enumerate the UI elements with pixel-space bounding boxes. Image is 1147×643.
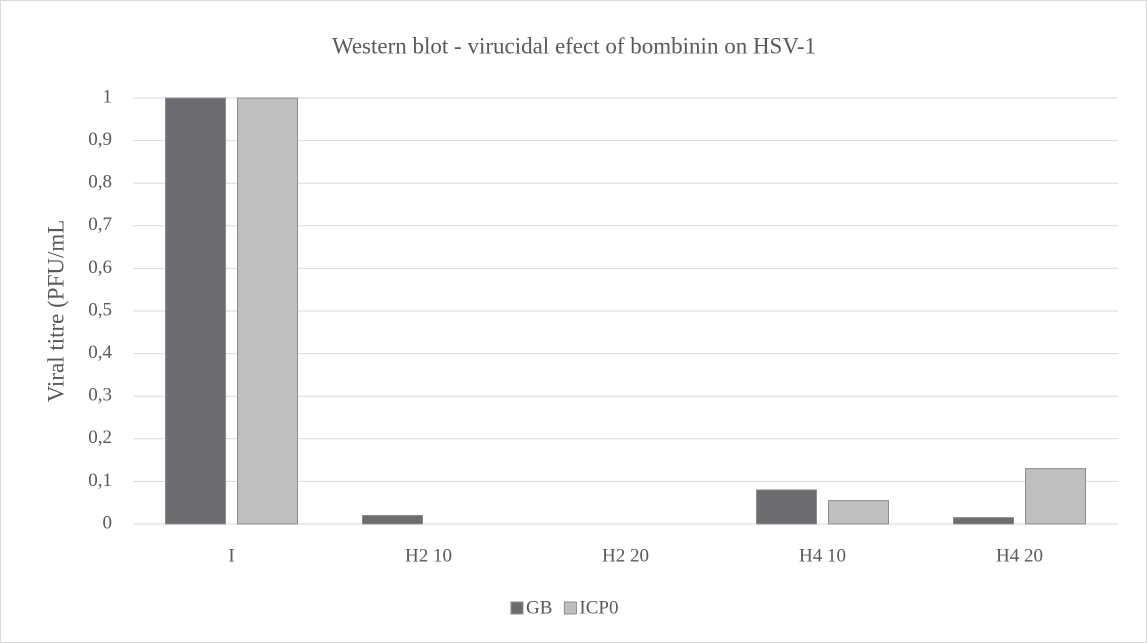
x-tick-label: H4 20 [996,545,1043,566]
x-tick-label: H2 20 [602,545,649,566]
x-tick-label: H4 10 [799,545,846,566]
bar [165,97,226,525]
legend-label: ICP0 [579,597,618,618]
y-tick-label: 0,5 [88,299,112,320]
bar [237,97,298,525]
y-axis-label: Viral titre (PFU/mL [43,220,68,403]
y-tick-label: 0,7 [88,214,112,235]
y-tick-label: 0,1 [88,470,112,491]
y-tick-label: 0 [103,512,113,533]
bar [756,489,817,525]
y-tick-label: 0,9 [88,129,112,150]
chart-title: Western blot - virucidal efect of bombin… [332,33,816,58]
bar [953,517,1014,525]
y-tick-label: 0,3 [88,385,112,406]
y-tick-label: 0,2 [88,427,112,448]
legend-swatch [510,601,524,615]
x-tick-label: I [228,545,234,566]
bar [1025,468,1086,525]
x-tick-label: H2 10 [405,545,452,566]
y-tick-label: 0,4 [88,342,112,363]
y-tick-label: 0,8 [88,172,112,193]
bar [828,500,889,525]
legend-swatch [563,601,577,615]
bar [362,514,423,525]
y-tick-label: 0,6 [88,257,112,278]
y-tick-label: 1 [103,86,113,107]
legend-label: GB [526,597,552,618]
